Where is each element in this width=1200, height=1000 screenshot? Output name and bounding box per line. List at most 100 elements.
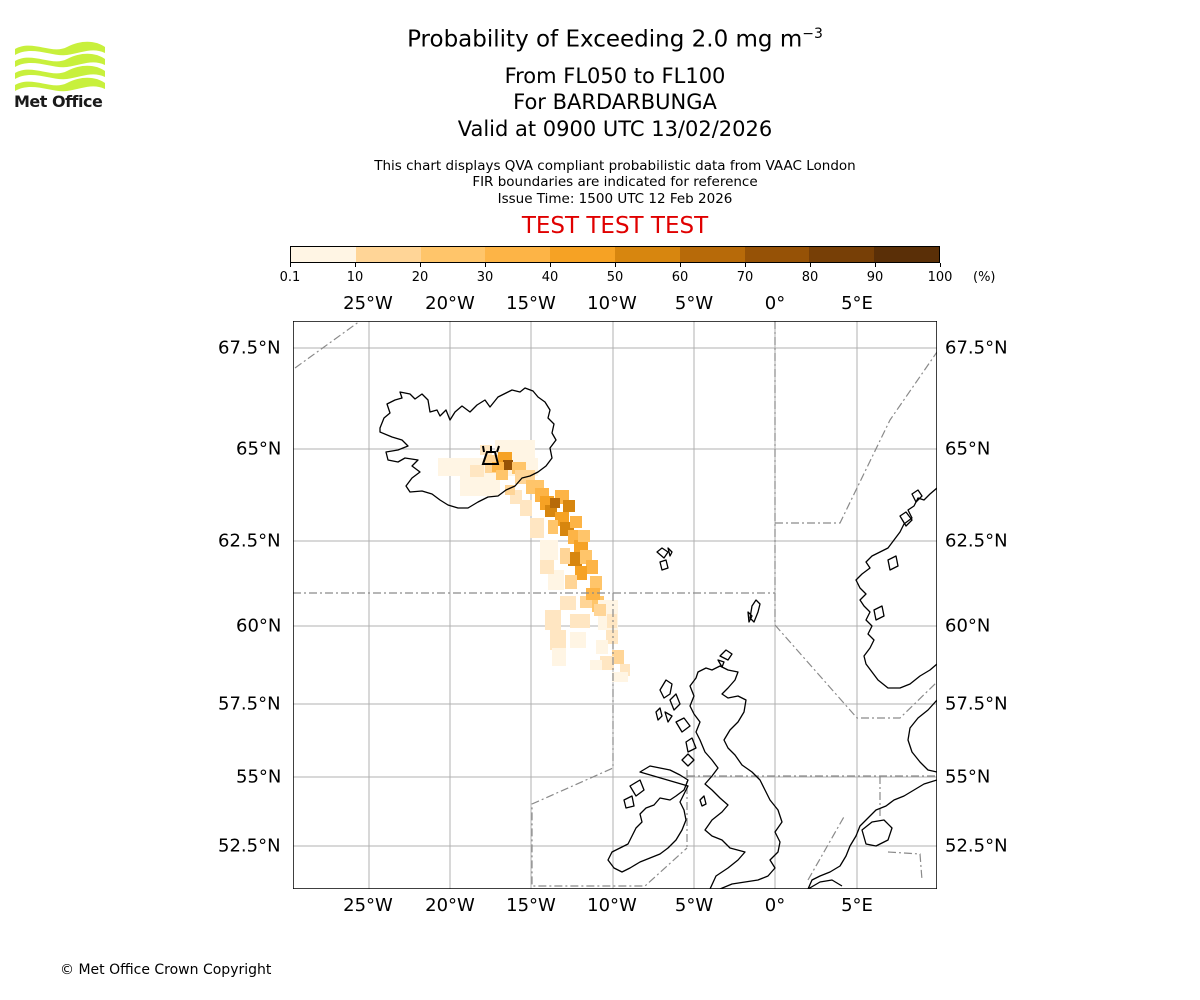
plume-cell: [586, 588, 600, 600]
issue-time: Issue Time: 1500 UTC 12 Feb 2026: [497, 191, 733, 207]
colorbar-tick-mark: [680, 263, 681, 267]
colorbar-tick-label: 70: [736, 270, 754, 285]
lat-label-left: 62.5°N: [218, 530, 281, 552]
plume-cell: [560, 548, 570, 564]
plume-cell: [503, 460, 513, 470]
lat-label-left: 52.5°N: [218, 835, 281, 857]
lon-label-top: 20°W: [425, 293, 475, 314]
lat-label-left: 67.5°N: [218, 337, 281, 359]
colorbar-segment: [614, 247, 680, 262]
lon-label-bottom: 5°E: [841, 895, 873, 916]
plume-cell: [563, 500, 575, 512]
colorbar-segment: [550, 247, 615, 262]
lon-label-bottom: 5°W: [674, 895, 714, 916]
lat-label-right: 60°N: [945, 615, 991, 637]
fir-boundaries: [293, 321, 937, 887]
plume-cell: [492, 462, 504, 472]
plume-cell: [596, 640, 608, 654]
plume-cell: [620, 664, 630, 676]
plume-cell: [540, 560, 554, 574]
lon-label-bottom: 10°W: [587, 895, 637, 916]
chart-note-2: FIR boundaries are indicated for referen…: [472, 174, 758, 190]
colorbar-tick-mark: [940, 263, 941, 267]
plume-cell: [545, 610, 561, 630]
test-banner: TEST TEST TEST: [521, 213, 709, 239]
colorbar-segment: [679, 247, 745, 262]
ash-probability-plume: [438, 440, 630, 682]
colorbar-tick-mark: [745, 263, 746, 267]
lat-label-left: 57.5°N: [218, 693, 281, 715]
colorbar-units: (%): [973, 270, 996, 285]
lat-label-right: 67.5°N: [945, 337, 1008, 359]
plume-cell: [575, 566, 587, 580]
plume-cell: [568, 552, 582, 566]
colorbar-tick-mark: [420, 263, 421, 267]
colorbar-segment: [809, 247, 875, 262]
valid-time: Valid at 0900 UTC 13/02/2026: [457, 117, 773, 141]
plume-cell: [496, 470, 508, 480]
lat-label-right: 65°N: [945, 438, 991, 460]
colorbar-tick-mark: [810, 263, 811, 267]
flight-levels: From FL050 to FL100: [504, 64, 726, 88]
lon-label-top: 10°W: [587, 293, 637, 314]
plume-cell: [570, 614, 590, 628]
plume-cell: [550, 498, 560, 508]
lat-label-right: 55°N: [945, 766, 991, 788]
colorbar-segment: [485, 247, 551, 262]
plume-cell: [548, 520, 558, 534]
plume-cell: [570, 516, 582, 528]
copyright-notice: © Met Office Crown Copyright: [60, 962, 272, 978]
colorbar-tick-mark: [290, 263, 291, 267]
colorbar-segment: [744, 247, 810, 262]
plume-cell: [590, 660, 602, 670]
coastlines: [379, 387, 937, 889]
colorbar-segment: [874, 247, 939, 262]
lat-label-left: 55°N: [236, 766, 282, 788]
lat-label-left: 60°N: [236, 615, 282, 637]
coastline-ireland: [607, 765, 689, 873]
lon-label-top: 5°W: [674, 293, 714, 314]
lon-label-bottom: 15°W: [506, 895, 556, 916]
plume-cell: [612, 650, 624, 664]
plume-cell: [612, 672, 628, 682]
map-panel[interactable]: [293, 321, 937, 889]
colorbar-tick-mark: [355, 263, 356, 267]
plume-cell: [548, 570, 564, 590]
plume-cell: [594, 604, 606, 616]
lon-label-top: 0°: [764, 293, 786, 314]
plume-cell: [600, 656, 614, 670]
plume-cell: [578, 530, 590, 542]
lat-label-right: 52.5°N: [945, 835, 1008, 857]
colorbar-tick-label: 20: [411, 270, 429, 285]
plume-cell: [570, 632, 586, 648]
plume-cell: [470, 465, 484, 477]
colorbar-tick-mark: [550, 263, 551, 267]
colorbar-tick-mark: [875, 263, 876, 267]
volcano-icon: [481, 445, 500, 465]
lon-label-top: 25°W: [343, 293, 393, 314]
plume-cell: [520, 500, 532, 516]
plume-cell: [606, 630, 618, 644]
colorbar-tick-label: 10: [346, 270, 364, 285]
coastline-iceland: [379, 387, 557, 509]
colorbar-tick-label: 50: [606, 270, 624, 285]
plume-cell: [505, 485, 515, 495]
colorbar-tick-label: 40: [541, 270, 559, 285]
plume-cell: [568, 530, 578, 544]
coastline-great-britain: [689, 665, 783, 889]
lon-label-bottom: 25°W: [343, 895, 393, 916]
colorbar-tick-label: 90: [866, 270, 884, 285]
colorbar-tick-label: 100: [927, 270, 953, 285]
lon-label-top: 15°W: [506, 293, 556, 314]
met-office-logo-waves-icon: [15, 41, 105, 92]
met-office-logo-text: Met Office: [14, 92, 103, 111]
colorbar-tick-label: 0.1: [279, 270, 301, 285]
colorbar-segment: [420, 247, 486, 262]
plume-cell: [550, 630, 566, 650]
lat-label-right: 62.5°N: [945, 530, 1008, 552]
plume-cell: [480, 445, 492, 455]
colorbar-segment: [355, 247, 421, 262]
title-exponent: −3: [802, 26, 823, 42]
colorbar-tick-mark: [485, 263, 486, 267]
plume-cell: [590, 576, 602, 590]
